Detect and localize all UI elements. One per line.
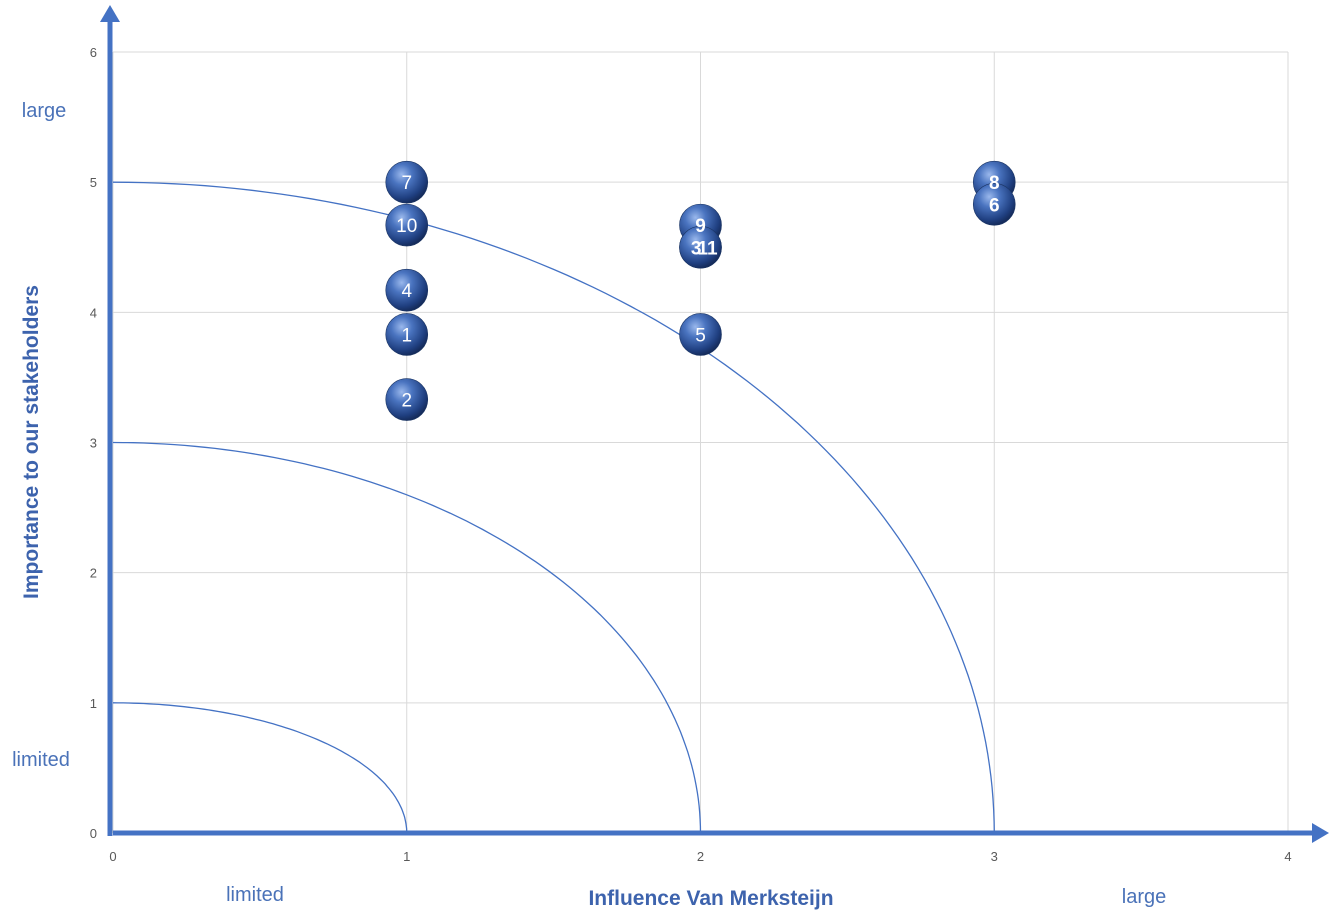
point-label: 7	[401, 173, 412, 194]
y-tick-label: 2	[90, 566, 97, 581]
x-tick-label: 3	[991, 849, 998, 864]
point-11	[679, 225, 722, 269]
point-label: 11	[698, 238, 719, 259]
x-tick-label: 0	[109, 849, 116, 864]
y-tick-label: 1	[90, 696, 97, 711]
point-10	[385, 203, 429, 247]
point-label: 10	[396, 216, 417, 237]
point-label: 1	[401, 325, 412, 346]
x-axis-title: Influence Van Merksteijn	[588, 887, 833, 910]
y-tick-label: 3	[90, 436, 97, 451]
point-7	[385, 160, 429, 204]
point-label: 4	[401, 281, 412, 302]
y-tick-label: 0	[90, 826, 97, 841]
point-label: 8	[989, 173, 1000, 194]
y-tick-label: 6	[90, 45, 97, 60]
x-axis-arrow	[1312, 823, 1329, 843]
x-scale-low-label: limited	[226, 884, 284, 906]
grid-lines	[112, 51, 1289, 834]
y-axis-arrow	[100, 5, 120, 22]
point-label: 2	[401, 391, 412, 412]
y-scale-low-label: limited	[12, 749, 70, 771]
x-tick-label: 4	[1284, 849, 1291, 864]
point-label: 3	[691, 238, 702, 259]
point-4	[385, 268, 429, 312]
point-2	[385, 378, 429, 421]
threshold-arc	[112, 441, 702, 834]
point-6	[972, 182, 1016, 226]
y-scale-high-label: large	[22, 100, 66, 122]
y-tick-label: 5	[90, 175, 97, 190]
x-tick-label: 1	[403, 849, 410, 864]
point-1	[385, 313, 429, 356]
y-axis-title: Importance to our stakeholders	[20, 285, 43, 599]
x-scale-high-label: large	[1122, 886, 1166, 908]
point-5	[679, 313, 722, 356]
y-tick-label: 4	[90, 305, 97, 320]
point-label: 5	[695, 325, 706, 346]
point-label: 6	[989, 195, 1000, 216]
x-tick-label: 2	[697, 849, 704, 864]
threshold-arc	[112, 702, 408, 834]
y-tick-labels: 0 1 2 3 4 5 6	[90, 45, 97, 841]
threshold-arcs	[112, 181, 995, 834]
point-label: 9	[695, 216, 706, 237]
x-tick-labels: 0 1 2 3 4	[109, 849, 1291, 864]
threshold-arc	[112, 181, 995, 834]
